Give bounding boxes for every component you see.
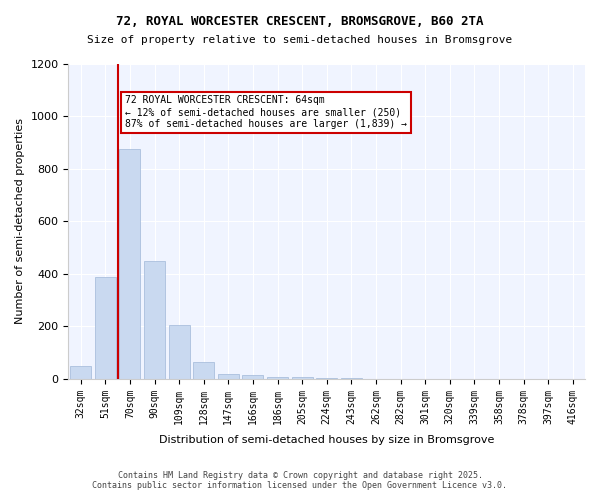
Bar — [193, 362, 214, 379]
Text: 72, ROYAL WORCESTER CRESCENT, BROMSGROVE, B60 2TA: 72, ROYAL WORCESTER CRESCENT, BROMSGROVE… — [116, 15, 484, 28]
Bar — [316, 378, 337, 379]
X-axis label: Distribution of semi-detached houses by size in Bromsgrove: Distribution of semi-detached houses by … — [159, 435, 494, 445]
Bar — [95, 276, 116, 379]
Bar — [70, 366, 91, 379]
Bar — [267, 377, 288, 379]
Bar — [242, 375, 263, 379]
Bar — [119, 150, 140, 379]
Text: 72 ROYAL WORCESTER CRESCENT: 64sqm
← 12% of semi-detached houses are smaller (25: 72 ROYAL WORCESTER CRESCENT: 64sqm ← 12%… — [125, 96, 407, 128]
Bar — [341, 378, 362, 379]
Bar — [144, 261, 165, 379]
Text: Contains HM Land Registry data © Crown copyright and database right 2025.
Contai: Contains HM Land Registry data © Crown c… — [92, 470, 508, 490]
Y-axis label: Number of semi-detached properties: Number of semi-detached properties — [15, 118, 25, 324]
Text: Size of property relative to semi-detached houses in Bromsgrove: Size of property relative to semi-detach… — [88, 35, 512, 45]
Bar — [292, 377, 313, 379]
Bar — [218, 374, 239, 379]
Bar — [169, 325, 190, 379]
